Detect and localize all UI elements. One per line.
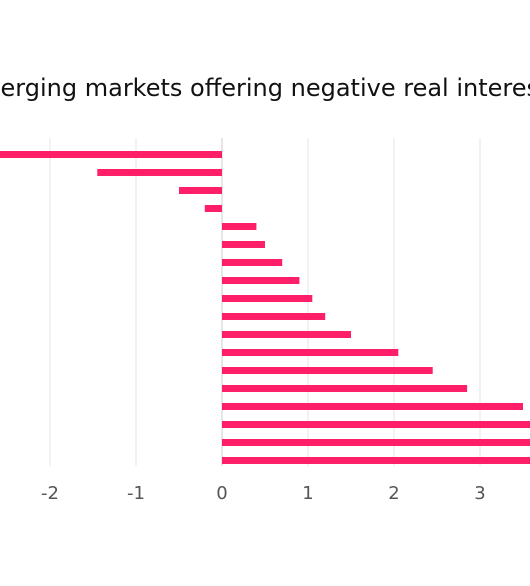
bar xyxy=(222,259,283,266)
bar xyxy=(222,241,265,248)
bar xyxy=(222,439,530,446)
bar xyxy=(222,331,351,338)
bars xyxy=(0,151,530,464)
bar xyxy=(222,367,433,374)
x-tick-label: 1 xyxy=(302,483,313,504)
bar xyxy=(222,385,468,392)
bar xyxy=(204,205,222,212)
bar xyxy=(222,457,530,464)
x-tick-label: 0 xyxy=(216,483,227,504)
bar xyxy=(222,223,257,230)
bar xyxy=(222,403,523,410)
chart-title-text: Emerging markets offering negative real … xyxy=(0,74,530,102)
bar xyxy=(179,187,222,194)
x-tick-label: 3 xyxy=(474,483,485,504)
bar xyxy=(222,421,530,428)
x-tick-label: 2 xyxy=(388,483,399,504)
x-tick-label: -2 xyxy=(41,483,59,504)
bar xyxy=(222,277,300,284)
bar xyxy=(0,151,223,158)
bar xyxy=(97,169,222,176)
x-tick-label: -1 xyxy=(127,483,145,504)
chart-title: Emerging markets offering negative real … xyxy=(0,74,530,110)
x-axis: -2 -1 0 1 2 3 xyxy=(41,483,486,504)
bar xyxy=(222,295,313,302)
bar xyxy=(222,313,326,320)
bar xyxy=(222,349,399,356)
